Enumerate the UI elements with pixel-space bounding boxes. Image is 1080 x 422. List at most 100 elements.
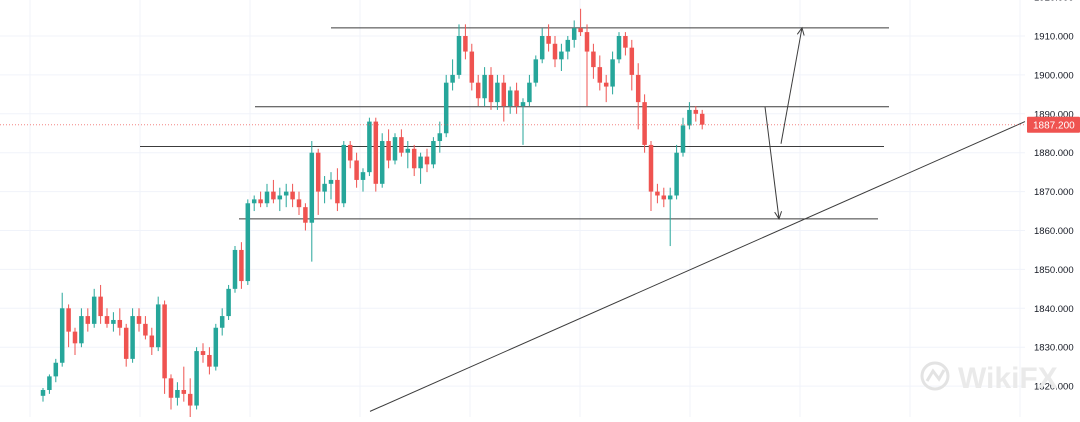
candle-up (111, 319, 116, 324)
candle-down (168, 378, 174, 398)
y-tick-label: 1860.000 (1034, 226, 1074, 237)
candle-up (482, 74, 487, 99)
candle-down (386, 141, 391, 161)
candle-down (271, 191, 276, 200)
price-axis[interactable]: 1820.000 1830.000 1840.000 1850.000 1860.000… (1027, 0, 1080, 393)
candle-up (565, 39, 571, 52)
candle-down (584, 32, 590, 52)
candle-down (603, 82, 609, 87)
candle-up (418, 156, 423, 169)
candle-down (354, 160, 359, 180)
y-tick-label: 1890.000 (1034, 109, 1074, 120)
candle-up (610, 59, 615, 87)
arrow-down (764, 106, 780, 219)
candle-down (149, 335, 155, 348)
trendline-group (369, 121, 1026, 412)
candle-down (635, 74, 641, 103)
y-tick-label: 1870.000 (1034, 187, 1074, 198)
candle-up (520, 102, 526, 107)
candle-up (251, 199, 257, 204)
horizontal-levels (140, 27, 889, 220)
candle-down (488, 74, 494, 103)
candle-down (72, 331, 78, 344)
candle-up (360, 172, 366, 180)
candle-up (559, 51, 564, 60)
candle-up (91, 296, 97, 324)
candle-up (309, 152, 315, 223)
candle-up (130, 316, 135, 359)
y-tick-label: 1910.000 (1034, 32, 1074, 43)
candle-up (667, 195, 673, 200)
candle-up (232, 249, 238, 289)
candle-up (322, 183, 327, 192)
candle-down (315, 152, 321, 192)
candle-up (495, 82, 500, 103)
candle-up (539, 36, 545, 60)
candle-down (187, 393, 193, 406)
candle-up (379, 141, 385, 184)
candle-down (373, 121, 379, 184)
candle-up (219, 316, 225, 328)
y-tick-label: 1920.000 (1034, 0, 1074, 4)
candle-down (200, 351, 206, 355)
candle-down (207, 354, 212, 367)
last-price-label: 1887.200 (1033, 121, 1075, 132)
candle-down (501, 82, 507, 107)
candle-up (405, 148, 411, 153)
y-tick-label: 1880.000 (1034, 148, 1074, 159)
candle-down (546, 36, 551, 44)
candle-up (456, 36, 462, 75)
candle-down (469, 51, 475, 83)
candle-up (341, 144, 347, 204)
candle-down (296, 199, 302, 208)
candle-down (552, 43, 558, 60)
candle-down (475, 82, 481, 99)
candle-down (623, 36, 628, 48)
last-price-badge (1027, 116, 1080, 133)
candle-down (399, 137, 404, 153)
candle-down (578, 28, 583, 33)
candle-up (392, 137, 398, 161)
candle-up (226, 288, 231, 317)
candle-down (123, 327, 129, 359)
candle-down (104, 316, 110, 324)
candle-up (674, 152, 679, 196)
candle-up (687, 109, 692, 126)
candle-down (629, 47, 635, 75)
trendline (369, 121, 1026, 412)
candle-up (79, 316, 84, 344)
candle-down (463, 36, 468, 52)
candle-down (597, 67, 603, 83)
candle-up (213, 327, 219, 367)
candle-up (443, 82, 449, 134)
candle-down (591, 51, 596, 68)
watermark: WikiFX (920, 361, 1058, 395)
candle-down (303, 207, 308, 223)
candle-down (661, 195, 667, 200)
candle-up (47, 376, 52, 390)
candle-down (117, 319, 123, 328)
candle-down (66, 308, 71, 332)
candle-down (699, 113, 705, 125)
arrow-up-head (796, 26, 805, 36)
candle-down (514, 90, 519, 107)
candle-down (642, 102, 647, 145)
y-tick-label: 1850.000 (1034, 265, 1074, 276)
arrows-group (764, 26, 805, 220)
candle-down (335, 179, 340, 204)
candle-down (655, 191, 660, 196)
candle-up (40, 389, 46, 396)
watermark-logo-mark (925, 368, 946, 382)
candle-down (411, 148, 417, 169)
grid-lines (0, 0, 1025, 417)
candle-up (571, 28, 577, 40)
candle-down (258, 199, 263, 204)
candle-up (367, 121, 372, 173)
candle-down (424, 156, 430, 165)
candle-up (437, 133, 443, 142)
y-tick-label: 1840.000 (1034, 304, 1074, 315)
candle-down (85, 316, 91, 324)
candle-down (693, 109, 699, 114)
